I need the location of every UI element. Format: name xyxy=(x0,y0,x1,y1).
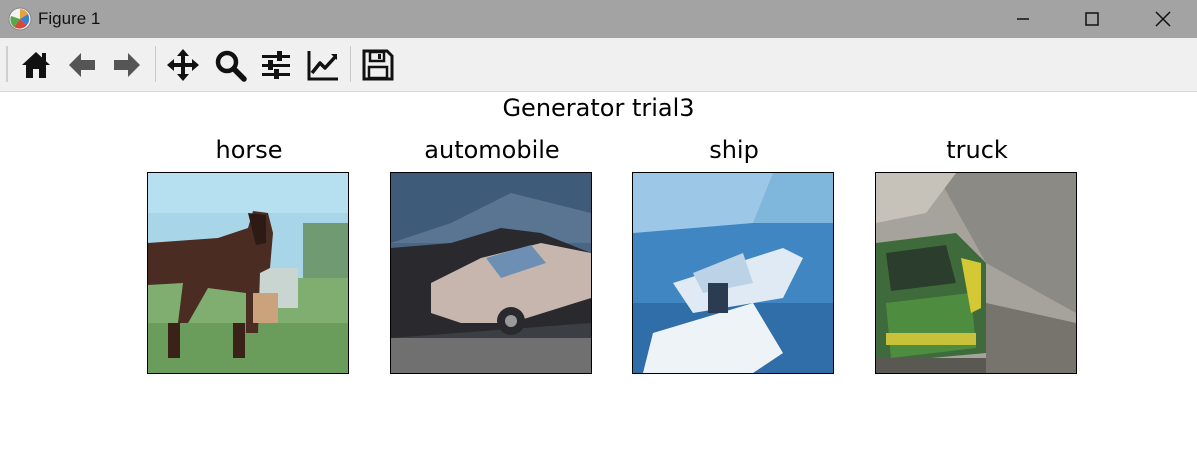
figure-suptitle: Generator trial3 xyxy=(502,94,695,122)
line-chart-icon xyxy=(307,51,338,81)
forward-button[interactable] xyxy=(110,48,144,82)
automobile-image xyxy=(391,173,591,373)
panel-title-ship: ship xyxy=(709,136,759,164)
sliders-icon xyxy=(262,51,290,79)
matplotlib-logo-icon xyxy=(8,7,32,31)
move-icon xyxy=(167,49,199,81)
maximize-button[interactable] xyxy=(1069,0,1115,38)
figure-canvas[interactable]: Generator trial3 horse automobile xyxy=(0,92,1197,450)
image-panel-automobile xyxy=(390,172,592,374)
toolbar-separator xyxy=(155,46,156,82)
arrow-right-icon xyxy=(114,53,140,77)
toolbar-grip xyxy=(6,46,8,82)
minimize-icon xyxy=(1017,18,1029,20)
back-button[interactable] xyxy=(65,48,99,82)
ship-image xyxy=(633,173,833,373)
magnifier-icon xyxy=(215,50,247,82)
home-button[interactable] xyxy=(19,48,53,82)
close-button[interactable] xyxy=(1140,0,1186,38)
panel-title-horse: horse xyxy=(215,136,283,164)
zoom-button[interactable] xyxy=(213,48,247,82)
image-panel-truck xyxy=(875,172,1077,374)
floppy-disk-icon xyxy=(362,49,394,81)
maximize-icon xyxy=(1085,12,1099,26)
image-panel-horse xyxy=(147,172,349,374)
panel-title-automobile: automobile xyxy=(424,136,560,164)
window-title-bar[interactable]: Figure 1 xyxy=(0,0,1197,38)
panel-title-truck: truck xyxy=(946,136,1008,164)
toolbar-separator xyxy=(350,46,351,82)
truck-image xyxy=(876,173,1076,373)
navigation-toolbar xyxy=(0,38,1197,92)
window-title: Figure 1 xyxy=(38,9,101,28)
pan-button[interactable] xyxy=(166,48,200,82)
horse-image xyxy=(148,173,348,373)
arrow-left-icon xyxy=(69,53,95,77)
image-panel-ship xyxy=(632,172,834,374)
home-icon xyxy=(22,52,50,78)
minimize-button[interactable] xyxy=(1000,0,1046,38)
edit-axis-button[interactable] xyxy=(306,48,340,82)
configure-subplots-button[interactable] xyxy=(259,48,293,82)
save-button[interactable] xyxy=(361,48,395,82)
close-icon xyxy=(1155,11,1171,27)
